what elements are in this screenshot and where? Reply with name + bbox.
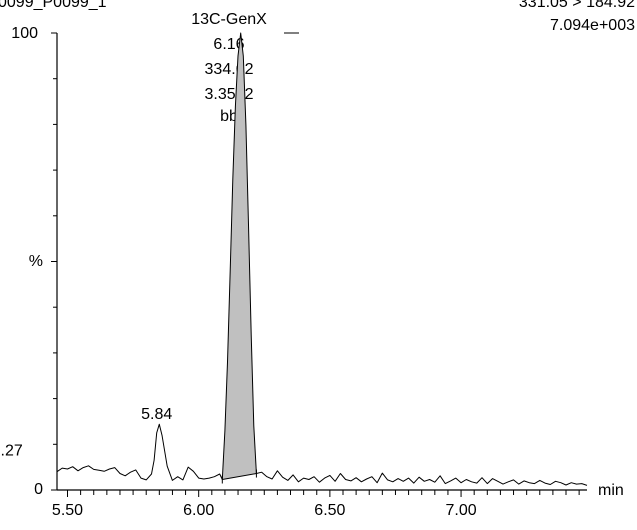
peak-rt-label: 6.16 (213, 36, 244, 53)
peak-integration-type: bb (220, 108, 238, 125)
peak-height-label: 3.35e2 (205, 86, 254, 103)
peak-rt-marker-label: 5.27 (0, 443, 23, 460)
peak-area-label: 334.62 (205, 61, 254, 78)
sample-label: 0099_P0099_1 (0, 0, 107, 11)
x-tick-label: 7.00 (445, 502, 476, 519)
x-tick-label: 6.00 (183, 502, 214, 519)
mrm-transition: 331.05 > 184.92 (519, 0, 635, 11)
x-tick-label: 6.50 (314, 502, 345, 519)
peak-compound-label: 13C-GenX (191, 11, 267, 28)
peak-rt-marker-label: 5.84 (141, 406, 172, 423)
integrated-peak-area (222, 33, 257, 480)
x-tick-label: 5.50 (52, 502, 83, 519)
y-tick-label-100: 100 (11, 25, 38, 42)
x-axis-title: min (598, 482, 624, 499)
integration-baseline (222, 473, 257, 480)
y-tick-label-0: 0 (34, 481, 43, 498)
chromatogram-trace (56, 32, 588, 486)
y-axis-title: % (29, 253, 43, 270)
max-intensity: 7.094e+003 (550, 17, 635, 34)
